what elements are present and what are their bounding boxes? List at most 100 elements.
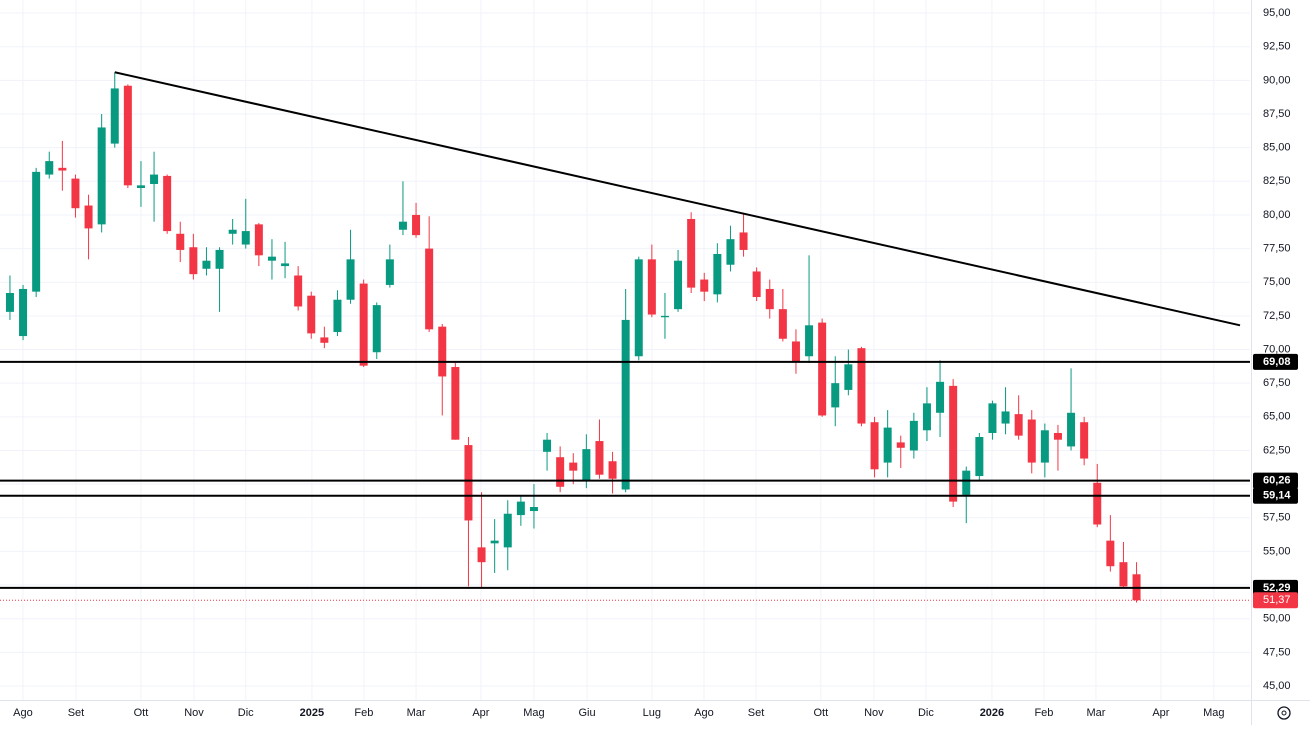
candle-body xyxy=(1027,419,1036,463)
candle-body xyxy=(988,403,997,433)
candle-body xyxy=(267,256,276,261)
x-tick-label: Set xyxy=(68,707,85,719)
level-label: 59,14 xyxy=(1263,490,1291,502)
y-tick-label: 47,50 xyxy=(1263,646,1291,658)
candle-body xyxy=(202,260,211,269)
y-tick-label: 67,50 xyxy=(1263,377,1291,389)
candle-body xyxy=(857,348,866,424)
candle-body xyxy=(1067,412,1076,447)
last-price-box xyxy=(1253,592,1298,609)
x-tick-label: Lug xyxy=(643,707,661,719)
candle-body xyxy=(831,383,840,408)
x-tick-label: Feb xyxy=(354,707,373,719)
x-tick-label: Feb xyxy=(1034,707,1053,719)
candle-body xyxy=(883,427,892,463)
candle-body xyxy=(962,470,971,495)
level-label-box xyxy=(1253,353,1298,370)
candle-body xyxy=(123,85,132,186)
candle-body xyxy=(359,283,368,366)
candle-body xyxy=(909,420,918,451)
x-tick-label: Ago xyxy=(694,707,714,719)
candle-body xyxy=(176,233,185,250)
y-tick-label: 70,00 xyxy=(1263,343,1291,355)
candle-body xyxy=(700,279,709,292)
level-label-box xyxy=(1253,472,1298,489)
candle-body xyxy=(385,259,394,285)
y-tick-label: 50,00 xyxy=(1263,613,1291,625)
y-tick-label: 55,00 xyxy=(1263,545,1291,557)
grid xyxy=(0,0,1250,700)
candle-body xyxy=(84,205,93,229)
settings-icon[interactable] xyxy=(1277,706,1291,720)
candle-body xyxy=(136,185,145,189)
candle-body xyxy=(569,462,578,471)
candle-body xyxy=(438,326,447,377)
level-label-box xyxy=(1253,579,1298,596)
candle-body xyxy=(870,422,879,470)
candle-body xyxy=(254,224,263,256)
y-tick-label: 82,50 xyxy=(1263,175,1291,187)
y-tick-label: 77,50 xyxy=(1263,242,1291,254)
candle-body xyxy=(150,174,159,184)
candle-body xyxy=(281,263,290,267)
x-tick-label: Nov xyxy=(864,707,884,719)
y-tick-label: 85,00 xyxy=(1263,142,1291,154)
candle-body xyxy=(464,445,473,521)
candle-body xyxy=(556,457,565,487)
candle-body xyxy=(228,229,237,234)
candle-body xyxy=(621,319,630,490)
x-tick-label: Mar xyxy=(407,707,426,719)
y-tick-label: 45,00 xyxy=(1263,680,1291,692)
candle-body xyxy=(333,299,342,333)
candle-body xyxy=(241,231,250,245)
candle-body xyxy=(477,547,486,563)
candle-body xyxy=(163,175,172,232)
x-tick-label: Apr xyxy=(472,707,489,719)
candle-body xyxy=(5,293,14,312)
last-price-label: 51,37 xyxy=(1263,594,1291,606)
candle-body xyxy=(844,364,853,390)
candle-body xyxy=(294,275,303,307)
gear[interactable] xyxy=(1277,706,1291,720)
x-tick-label: Mag xyxy=(1203,707,1224,719)
candle-body xyxy=(660,315,669,318)
candle-body xyxy=(1040,430,1049,463)
y-tick-label: 62,50 xyxy=(1263,444,1291,456)
x-tick-label: 2025 xyxy=(300,707,324,719)
y-tick-label: 75,00 xyxy=(1263,276,1291,288)
candle-body xyxy=(674,260,683,310)
candle-body xyxy=(215,249,224,269)
candle-body xyxy=(739,232,748,250)
candle-body xyxy=(818,322,827,416)
candle-body xyxy=(398,221,407,230)
candle-body xyxy=(726,239,735,265)
candle-body xyxy=(1014,414,1023,436)
x-tick-label: Nov xyxy=(184,707,204,719)
x-tick-label: Ott xyxy=(134,707,149,719)
candle-body xyxy=(936,381,945,413)
level-label: 69,08 xyxy=(1263,356,1291,368)
candle-body xyxy=(595,441,604,475)
candle-body xyxy=(1053,432,1062,440)
candle-body xyxy=(1080,422,1089,459)
candle-body xyxy=(582,449,591,482)
candle-body xyxy=(608,461,617,479)
gear-hub[interactable] xyxy=(1281,710,1287,716)
y-tick-label: 95,00 xyxy=(1263,7,1291,19)
candle-body xyxy=(32,171,41,292)
candle-body xyxy=(45,161,54,175)
x-tick-label: Ott xyxy=(814,707,829,719)
candle-body xyxy=(805,325,814,357)
candle-body xyxy=(412,214,421,236)
candle-body xyxy=(778,309,787,339)
candle-body xyxy=(1119,562,1128,587)
candle-body xyxy=(58,167,67,171)
x-tick-label: Mag xyxy=(523,707,544,719)
x-tick-label: Apr xyxy=(1152,707,1169,719)
candle-body xyxy=(425,248,434,330)
candle-body xyxy=(896,442,905,448)
candle-body xyxy=(189,247,198,275)
plot xyxy=(0,71,1250,603)
candle-body xyxy=(752,271,761,298)
